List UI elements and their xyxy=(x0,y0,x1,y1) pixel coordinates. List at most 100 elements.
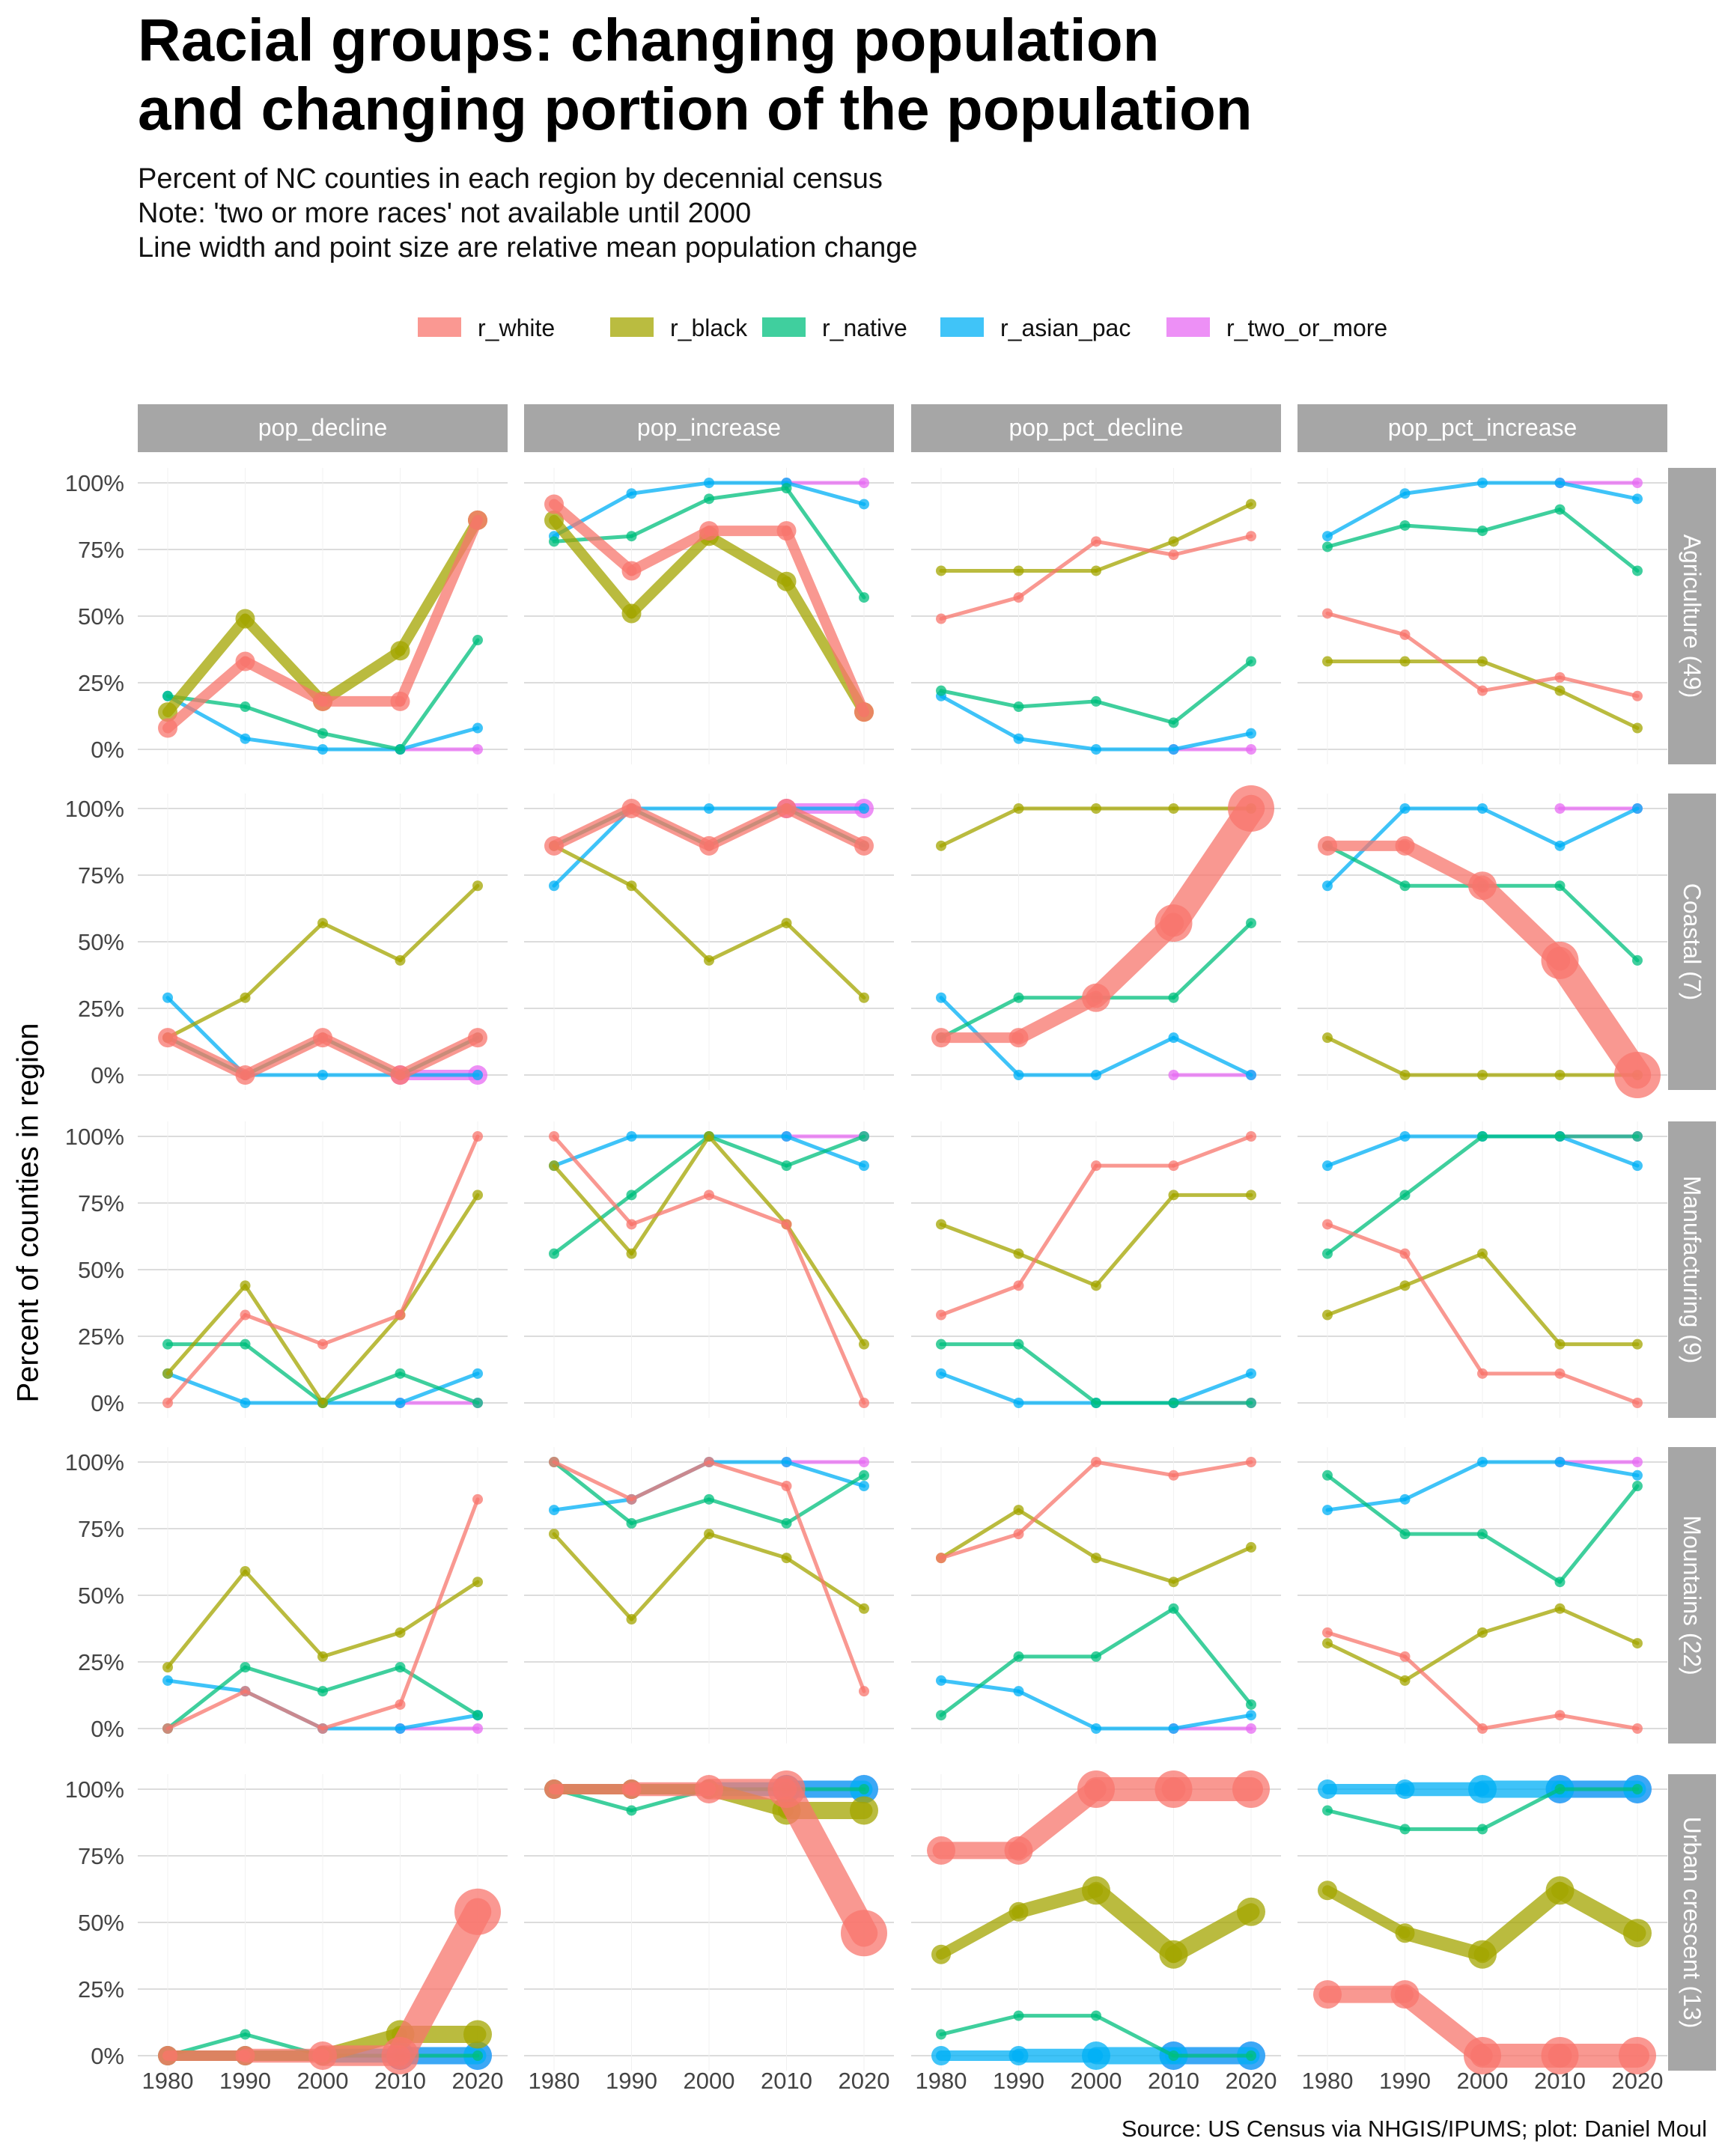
series-line-r_native xyxy=(939,689,1020,709)
series-line-r_white xyxy=(320,1702,402,1731)
data-point-r_native xyxy=(472,635,483,646)
data-point-r_asian_pac xyxy=(1168,1032,1179,1044)
data-point-r_black xyxy=(240,992,251,1003)
series-line-r_native xyxy=(707,1497,788,1526)
series-line-r_black xyxy=(785,921,866,1000)
data-point-r_asian_pac xyxy=(1554,840,1566,851)
data-point-r_black xyxy=(1477,1070,1488,1080)
data-point-r_white xyxy=(158,1028,177,1048)
data-point-r_black xyxy=(1395,1923,1415,1943)
subtitle-line-1: Percent of NC counties in each region by… xyxy=(138,163,883,195)
series-line-r_white xyxy=(1017,1460,1098,1536)
series-line-r_asian_pac xyxy=(1325,491,1407,538)
data-point-r_asian_pac xyxy=(1318,1779,1337,1799)
data-point-r_native xyxy=(936,685,946,696)
data-point-r_black xyxy=(1237,1897,1265,1926)
data-point-r_native xyxy=(1013,2010,1024,2021)
series-line-r_black xyxy=(317,645,406,707)
series-line-r_white xyxy=(552,1460,633,1502)
data-point-r_black xyxy=(395,1627,406,1638)
data-point-r_white xyxy=(1246,1131,1256,1142)
data-point-r_white xyxy=(854,702,874,722)
data-point-r_white xyxy=(162,1398,173,1408)
data-point-r_native xyxy=(1091,1398,1101,1408)
data-point-r_white xyxy=(776,521,797,541)
y-axis-label: Percent of counties in region xyxy=(11,1023,45,1403)
y-tick-label: 50% xyxy=(78,603,124,630)
data-point-r_black xyxy=(1322,1309,1333,1321)
data-point-r_black xyxy=(936,840,946,851)
data-point-r_asian_pac xyxy=(472,1368,483,1379)
series-line-r_white xyxy=(1011,990,1104,1045)
data-point-r_white xyxy=(317,1723,328,1734)
series-line-r_black xyxy=(552,844,633,888)
data-point-r_black xyxy=(1477,1627,1488,1638)
x-tick-label: 1990 xyxy=(219,2068,271,2094)
series-line-r_black xyxy=(1558,689,1640,731)
data-point-r_asian_pac xyxy=(1082,2041,1110,2070)
y-tick-label: 50% xyxy=(78,929,124,955)
data-point-r_two_or_more xyxy=(1168,1070,1179,1080)
data-point-r_native xyxy=(472,1710,483,1721)
data-point-r_white xyxy=(936,1553,946,1564)
strip-col-label: pop_increase xyxy=(637,414,781,441)
series-line-r_black xyxy=(939,806,1020,848)
data-point-r_white xyxy=(1313,1980,1342,2009)
data-point-r_white xyxy=(1390,1980,1420,2009)
data-point-r_white xyxy=(1168,549,1179,561)
strip-row xyxy=(1668,468,1716,764)
data-point-r_native xyxy=(936,1710,946,1721)
data-point-r_white xyxy=(1399,629,1411,640)
data-point-r_asian_pac xyxy=(162,1675,173,1686)
data-point-r_asian_pac xyxy=(704,478,714,488)
data-point-r_black xyxy=(1554,1070,1566,1080)
data-point-r_white xyxy=(162,1723,173,1734)
series-line-r_native xyxy=(320,1665,402,1693)
data-point-r_black xyxy=(1246,499,1256,510)
data-point-r_asian_pac xyxy=(1399,1493,1411,1505)
data-point-r_black xyxy=(781,918,792,929)
series-line-r_white xyxy=(785,1484,866,1693)
data-point-r_native xyxy=(781,483,792,494)
data-point-r_white xyxy=(549,1131,559,1142)
series-line-r_native xyxy=(630,1134,711,1197)
data-point-r_black xyxy=(158,702,177,722)
series-line-r_white xyxy=(1403,1654,1485,1731)
data-point-r_white xyxy=(621,1779,642,1799)
data-point-r_native xyxy=(240,701,251,713)
series-line-r_asian_pac xyxy=(165,996,247,1077)
series-line-r_native xyxy=(1558,883,1640,963)
data-point-r_asian_pac xyxy=(1008,2046,1029,2065)
data-point-r_asian_pac xyxy=(1322,1505,1333,1516)
data-point-r_black xyxy=(781,1553,792,1564)
series-line-r_black xyxy=(240,613,328,707)
series-line-r_white xyxy=(162,656,251,734)
series-line-r_white xyxy=(243,1689,325,1731)
series-line-r_white xyxy=(1558,1371,1640,1405)
data-point-r_native xyxy=(1554,1784,1566,1794)
data-point-r_black xyxy=(1168,1577,1179,1588)
series-line-r_black xyxy=(785,1222,866,1347)
data-point-r_native xyxy=(859,592,869,603)
series-line-r_black xyxy=(1403,1630,1485,1683)
legend-label-r_black: r_black xyxy=(670,314,748,341)
series-line-r_white xyxy=(240,656,328,707)
series-line-r_asian_pac xyxy=(1480,806,1562,848)
data-point-r_native xyxy=(1168,717,1179,728)
data-point-r_white xyxy=(1541,941,1579,979)
data-point-r_asian_pac xyxy=(626,488,637,499)
series-line-r_white xyxy=(781,526,869,718)
series-line-r_white xyxy=(773,1775,878,1947)
data-point-r_white xyxy=(1008,1028,1029,1048)
data-point-r_black xyxy=(1013,803,1024,814)
data-point-r_black xyxy=(549,1529,559,1540)
data-point-r_native xyxy=(1246,918,1256,929)
series-line-r_white xyxy=(939,1283,1020,1318)
series-line-r_black xyxy=(398,1193,480,1318)
y-tick-label: 75% xyxy=(78,1516,124,1542)
series-line-r_black xyxy=(552,1532,633,1621)
data-point-r_white xyxy=(1322,1219,1333,1230)
data-point-r_asian_pac xyxy=(1013,733,1024,744)
series-line-r_black xyxy=(1017,1508,1098,1560)
data-point-r_asian_pac xyxy=(1477,1457,1488,1467)
